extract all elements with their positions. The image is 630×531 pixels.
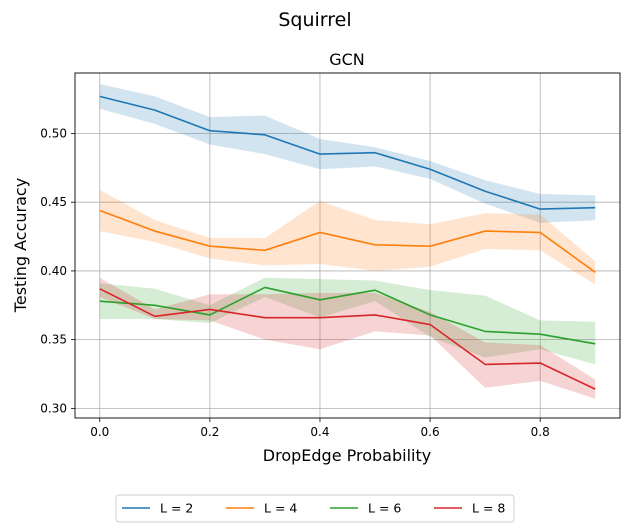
legend-label-4: L = 8: [472, 501, 505, 516]
confidence-bands: [99, 84, 596, 399]
x-axis-ticks: 0.0 0.2 0.4 0.6 0.8: [90, 418, 550, 439]
y-tick-label: 0.30: [40, 401, 67, 415]
x-tick-label: 0.8: [531, 425, 550, 439]
x-tick-label: 0.0: [90, 425, 109, 439]
legend: L = 2 L = 4 L = 6 L = 8: [115, 494, 515, 523]
x-tick-label: 0.6: [421, 425, 440, 439]
x-tick-label: 0.2: [200, 425, 219, 439]
series-lines: [99, 95, 596, 390]
legend-label-1: L = 2: [160, 501, 193, 516]
figure-suptitle: Squirrel: [278, 9, 351, 31]
legend-label-2: L = 4: [264, 501, 297, 516]
x-axis-label: DropEdge Probability: [263, 446, 431, 465]
series-3-line: [99, 286, 596, 345]
y-tick-label: 0.35: [40, 333, 67, 347]
legend-label-3: L = 6: [368, 501, 401, 516]
series-3-band: [99, 277, 596, 365]
legend-frame: [115, 494, 515, 523]
series-2-band: [99, 189, 596, 285]
plot-frame: [74, 72, 621, 419]
y-axis-label: Testing Accuracy: [11, 178, 30, 313]
y-axis-ticks: 0.30 0.35 0.40 0.45 0.50: [40, 126, 75, 415]
series-2-line: [99, 209, 596, 273]
y-tick-label: 0.45: [40, 195, 67, 209]
y-tick-label: 0.40: [40, 264, 67, 278]
series-4-line: [99, 288, 596, 390]
series-1-line: [99, 95, 596, 210]
y-tick-label: 0.50: [40, 126, 67, 140]
x-tick-label: 0.4: [310, 425, 329, 439]
chart-title: GCN: [329, 50, 365, 69]
